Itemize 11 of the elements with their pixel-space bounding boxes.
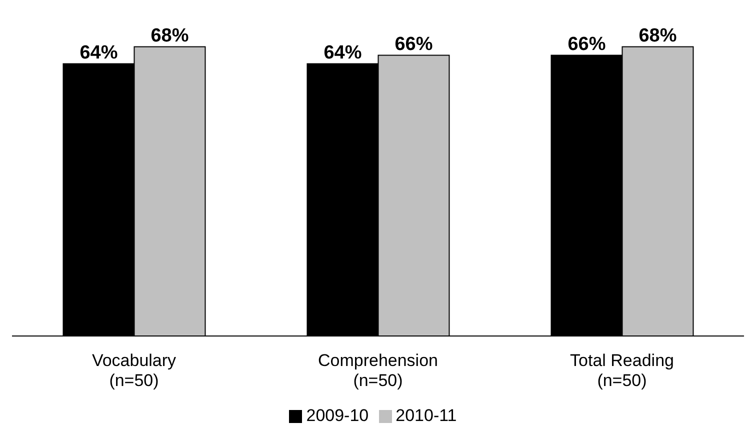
legend-label: 2009-10 [306, 406, 369, 425]
data-label: 66% [568, 34, 606, 56]
data-label: 64% [324, 42, 362, 64]
data-label: 68% [638, 26, 677, 47]
data-label: 68% [150, 26, 189, 47]
x-tick-label: Vocabulary (n=50) [92, 351, 177, 390]
data-label: 66% [394, 34, 433, 56]
x-tick-label: Comprehension (n=50) [318, 351, 438, 390]
x-tick-label: Total Reading (n=50) [570, 351, 674, 390]
legend-label: 2010-11 [396, 406, 457, 425]
data-label: 64% [80, 42, 118, 64]
